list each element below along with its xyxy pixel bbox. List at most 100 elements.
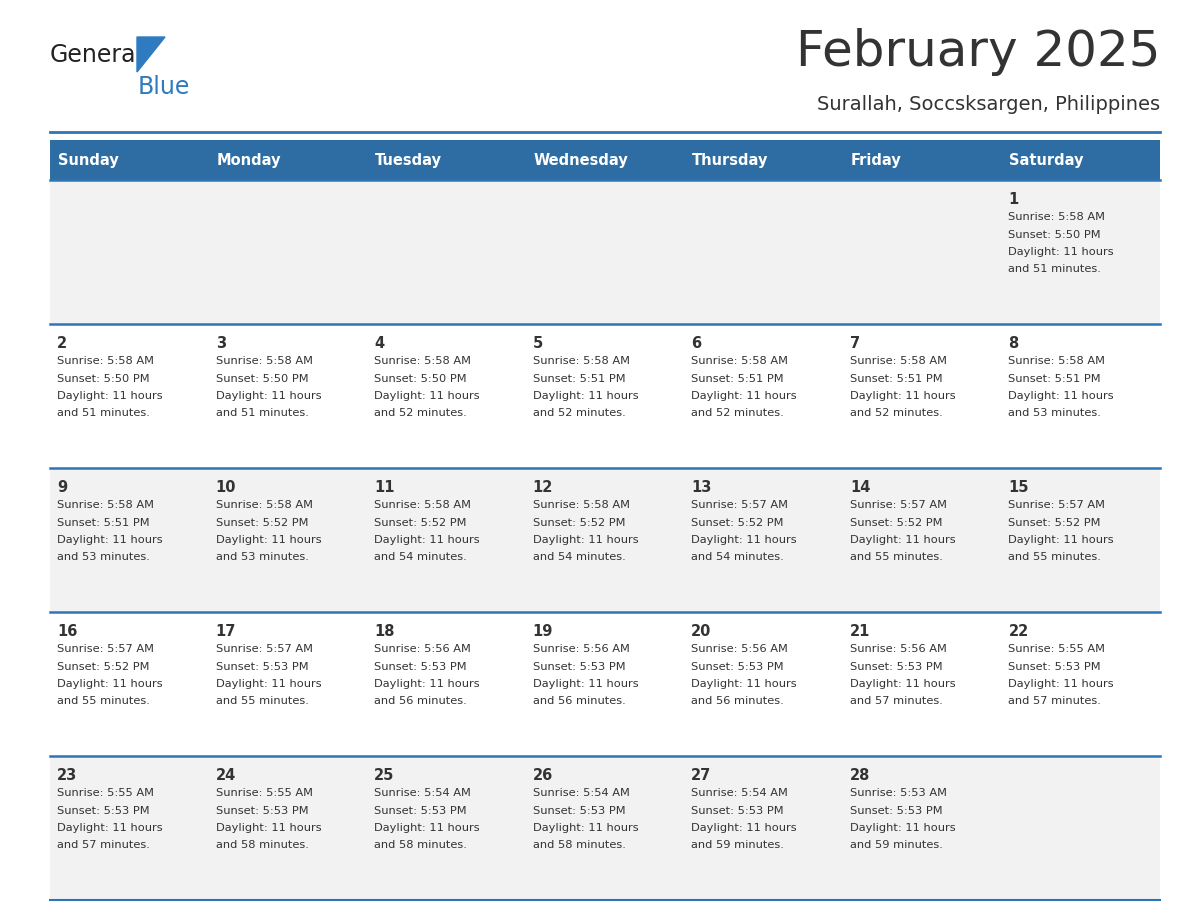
Bar <box>209 140 367 180</box>
Text: February 2025: February 2025 <box>796 28 1159 76</box>
Text: 24: 24 <box>215 768 236 783</box>
Bar <box>1001 612 1159 756</box>
Text: Sunset: 5:53 PM: Sunset: 5:53 PM <box>532 662 625 671</box>
Text: Monday: Monday <box>216 152 282 167</box>
Text: 16: 16 <box>57 624 77 639</box>
Text: and 56 minutes.: and 56 minutes. <box>532 697 625 707</box>
Text: and 57 minutes.: and 57 minutes. <box>849 697 943 707</box>
Text: 17: 17 <box>215 624 236 639</box>
Text: 6: 6 <box>691 336 701 351</box>
Text: Sunrise: 5:58 AM: Sunrise: 5:58 AM <box>532 500 630 510</box>
Text: and 54 minutes.: and 54 minutes. <box>532 553 625 563</box>
Text: and 51 minutes.: and 51 minutes. <box>1009 264 1101 274</box>
Text: 8: 8 <box>1009 336 1018 351</box>
Text: Sunset: 5:53 PM: Sunset: 5:53 PM <box>691 662 784 671</box>
Text: Daylight: 11 hours: Daylight: 11 hours <box>691 823 797 833</box>
Bar <box>684 140 842 180</box>
Text: 18: 18 <box>374 624 394 639</box>
Bar <box>50 324 209 468</box>
Text: Sunset: 5:53 PM: Sunset: 5:53 PM <box>374 805 467 815</box>
Text: Blue: Blue <box>138 75 190 99</box>
Bar <box>50 180 209 324</box>
Text: Sunset: 5:53 PM: Sunset: 5:53 PM <box>849 662 942 671</box>
Text: Daylight: 11 hours: Daylight: 11 hours <box>374 391 480 401</box>
Bar <box>526 468 684 612</box>
Text: and 58 minutes.: and 58 minutes. <box>215 841 309 850</box>
Text: Sunset: 5:50 PM: Sunset: 5:50 PM <box>57 374 150 384</box>
Text: 9: 9 <box>57 480 68 495</box>
Text: Daylight: 11 hours: Daylight: 11 hours <box>849 535 955 545</box>
Bar <box>367 468 526 612</box>
Text: Sunrise: 5:57 AM: Sunrise: 5:57 AM <box>215 644 312 654</box>
Text: 5: 5 <box>532 336 543 351</box>
Text: Daylight: 11 hours: Daylight: 11 hours <box>1009 535 1114 545</box>
Bar <box>684 468 842 612</box>
Text: and 59 minutes.: and 59 minutes. <box>691 841 784 850</box>
Bar <box>684 612 842 756</box>
Text: Sunrise: 5:54 AM: Sunrise: 5:54 AM <box>374 788 470 798</box>
Text: Sunset: 5:51 PM: Sunset: 5:51 PM <box>849 374 942 384</box>
Text: Sunrise: 5:56 AM: Sunrise: 5:56 AM <box>691 644 788 654</box>
Text: and 55 minutes.: and 55 minutes. <box>849 553 943 563</box>
Bar <box>842 612 1001 756</box>
Text: Sunrise: 5:56 AM: Sunrise: 5:56 AM <box>374 644 470 654</box>
Text: and 56 minutes.: and 56 minutes. <box>691 697 784 707</box>
Text: Sunrise: 5:56 AM: Sunrise: 5:56 AM <box>532 644 630 654</box>
Text: 20: 20 <box>691 624 712 639</box>
Text: Sunday: Sunday <box>58 152 119 167</box>
Text: Wednesday: Wednesday <box>533 152 628 167</box>
Text: 1: 1 <box>1009 192 1018 207</box>
Text: and 54 minutes.: and 54 minutes. <box>374 553 467 563</box>
Text: Sunrise: 5:57 AM: Sunrise: 5:57 AM <box>849 500 947 510</box>
Text: Sunrise: 5:58 AM: Sunrise: 5:58 AM <box>215 356 312 366</box>
Bar <box>209 756 367 900</box>
Bar <box>367 612 526 756</box>
Text: 13: 13 <box>691 480 712 495</box>
Text: 28: 28 <box>849 768 871 783</box>
Text: Sunrise: 5:58 AM: Sunrise: 5:58 AM <box>374 356 472 366</box>
Text: and 51 minutes.: and 51 minutes. <box>57 409 150 419</box>
Text: and 54 minutes.: and 54 minutes. <box>691 553 784 563</box>
Text: Sunrise: 5:58 AM: Sunrise: 5:58 AM <box>532 356 630 366</box>
Polygon shape <box>137 37 165 72</box>
Text: Saturday: Saturday <box>1010 152 1083 167</box>
Bar <box>50 756 209 900</box>
Text: Thursday: Thursday <box>693 152 769 167</box>
Text: Sunset: 5:50 PM: Sunset: 5:50 PM <box>215 374 308 384</box>
Text: Daylight: 11 hours: Daylight: 11 hours <box>57 391 163 401</box>
Text: Tuesday: Tuesday <box>375 152 442 167</box>
Text: and 58 minutes.: and 58 minutes. <box>374 841 467 850</box>
Text: Daylight: 11 hours: Daylight: 11 hours <box>691 679 797 689</box>
Text: Sunrise: 5:57 AM: Sunrise: 5:57 AM <box>691 500 789 510</box>
Text: Daylight: 11 hours: Daylight: 11 hours <box>849 391 955 401</box>
Text: 27: 27 <box>691 768 712 783</box>
Text: 12: 12 <box>532 480 554 495</box>
Text: Sunset: 5:53 PM: Sunset: 5:53 PM <box>215 662 308 671</box>
Text: and 57 minutes.: and 57 minutes. <box>1009 697 1101 707</box>
Text: Sunrise: 5:58 AM: Sunrise: 5:58 AM <box>1009 356 1105 366</box>
Text: Daylight: 11 hours: Daylight: 11 hours <box>374 679 480 689</box>
Text: Sunrise: 5:55 AM: Sunrise: 5:55 AM <box>1009 644 1105 654</box>
Text: 10: 10 <box>215 480 236 495</box>
Text: and 53 minutes.: and 53 minutes. <box>215 553 309 563</box>
Text: Sunset: 5:51 PM: Sunset: 5:51 PM <box>57 518 150 528</box>
Text: 2: 2 <box>57 336 68 351</box>
Bar <box>50 612 209 756</box>
Text: and 53 minutes.: and 53 minutes. <box>57 553 150 563</box>
Text: Sunrise: 5:56 AM: Sunrise: 5:56 AM <box>849 644 947 654</box>
Bar <box>1001 180 1159 324</box>
Text: 23: 23 <box>57 768 77 783</box>
Text: 19: 19 <box>532 624 554 639</box>
Text: Daylight: 11 hours: Daylight: 11 hours <box>215 535 321 545</box>
Text: Sunset: 5:53 PM: Sunset: 5:53 PM <box>691 805 784 815</box>
Text: Sunset: 5:52 PM: Sunset: 5:52 PM <box>374 518 467 528</box>
Text: Sunrise: 5:55 AM: Sunrise: 5:55 AM <box>215 788 312 798</box>
Text: Sunset: 5:51 PM: Sunset: 5:51 PM <box>1009 374 1101 384</box>
Text: Surallah, Soccsksargen, Philippines: Surallah, Soccsksargen, Philippines <box>817 95 1159 115</box>
Bar <box>209 612 367 756</box>
Bar <box>50 140 209 180</box>
Text: Sunrise: 5:57 AM: Sunrise: 5:57 AM <box>57 644 154 654</box>
Text: 21: 21 <box>849 624 871 639</box>
Text: Sunrise: 5:53 AM: Sunrise: 5:53 AM <box>849 788 947 798</box>
Text: Sunset: 5:53 PM: Sunset: 5:53 PM <box>1009 662 1101 671</box>
